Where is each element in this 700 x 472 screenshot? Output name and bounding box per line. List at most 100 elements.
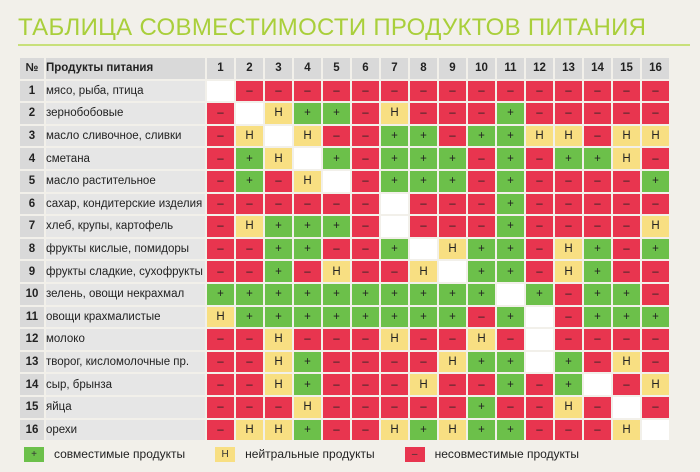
compatibility-cell: – (526, 170, 553, 192)
compatibility-cell: – (642, 329, 669, 350)
compatibility-cell: – (236, 193, 263, 215)
column-header: 7 (381, 58, 408, 79)
column-header: 4 (294, 58, 321, 79)
product-name: зелень, овощи некрахмал (46, 283, 205, 305)
compatibility-cell: – (497, 329, 524, 350)
compatibility-cell: – (410, 216, 437, 237)
compatibility-cell: – (352, 374, 379, 395)
compatibility-cell: – (642, 351, 669, 373)
compatibility-cell: – (381, 351, 408, 373)
compatibility-cell: Н (236, 216, 263, 237)
compatibility-cell: – (207, 351, 234, 373)
compatibility-cell: – (613, 216, 640, 237)
compatibility-cell: – (381, 374, 408, 395)
compatibility-cell (381, 193, 408, 215)
compatibility-cell: – (352, 148, 379, 169)
compatibility-cell: – (526, 80, 553, 102)
compatibility-cell: – (468, 374, 495, 395)
title-divider (18, 44, 690, 46)
compatibility-cell: + (381, 283, 408, 305)
compatibility-cell: – (613, 170, 640, 192)
compatibility-cell: + (236, 148, 263, 169)
compatibility-cell: – (526, 103, 553, 124)
product-name: масло растительное (46, 170, 205, 192)
compatibility-cell (207, 80, 234, 102)
row-number: 8 (20, 238, 44, 260)
compatibility-cell: – (410, 103, 437, 124)
compatibility-cell: – (410, 329, 437, 350)
compatibility-cell: + (410, 419, 437, 441)
compatibility-cell: + (584, 148, 611, 169)
compatibility-cell: Н (236, 419, 263, 441)
page-title: ТАБЛИЦА СОВМЕСТИМОСТИ ПРОДУКТОВ ПИТАНИЯ (18, 14, 647, 41)
compatibility-cell: + (555, 374, 582, 395)
compatibility-cell (526, 329, 553, 350)
compatibility-cell: – (207, 396, 234, 418)
compatibility-cell: – (584, 419, 611, 441)
compatibility-cell: – (497, 80, 524, 102)
compatibility-cell: + (613, 283, 640, 305)
compatibility-cell: – (381, 80, 408, 102)
table-row: 1 мясо, рыба, птица – – – – – – – – – – – – – – – (20, 80, 669, 102)
compatibility-cell: – (468, 148, 495, 169)
compatibility-cell: – (352, 170, 379, 192)
compatibility-cell: – (439, 103, 466, 124)
compatibility-cell: – (439, 374, 466, 395)
compatibility-cell: – (352, 125, 379, 147)
column-header: 2 (236, 58, 263, 79)
column-header: 10 (468, 58, 495, 79)
compatibility-cell: + (265, 283, 292, 305)
compatibility-cell: + (439, 283, 466, 305)
compatibility-cell: – (323, 193, 350, 215)
compatibility-cell: – (352, 216, 379, 237)
compatibility-cell: – (207, 419, 234, 441)
compatibility-cell: Н (555, 125, 582, 147)
compatibility-cell: + (381, 125, 408, 147)
compatibility-cell: – (352, 103, 379, 124)
compatibility-cell: – (613, 238, 640, 260)
compatibility-cell: – (439, 329, 466, 350)
product-name: орехи (46, 419, 205, 441)
table-row: 8 фрукты кислые, помидоры – – + + – – + Н + + – Н + – + (20, 238, 669, 260)
compatibility-cell: – (207, 125, 234, 147)
compatibility-cell: + (613, 306, 640, 328)
compatibility-cell: Н (439, 419, 466, 441)
compatibility-cell: + (468, 125, 495, 147)
row-number: 11 (20, 306, 44, 328)
compatibility-cell: Н (613, 125, 640, 147)
product-name: мясо, рыба, птица (46, 80, 205, 102)
product-name: масло сливочное, сливки (46, 125, 205, 147)
compatibility-cell: – (352, 329, 379, 350)
compatibility-table: № Продукты питания 1 2 3 4 5 6 7 8 9 10 11 12 13 14 15… (18, 56, 671, 442)
compatibility-cell: – (294, 261, 321, 282)
compatibility-cell: – (381, 261, 408, 282)
compatibility-cell: – (526, 374, 553, 395)
compatibility-cell: – (410, 193, 437, 215)
compatibility-cell: – (236, 238, 263, 260)
compatibility-cell: + (439, 170, 466, 192)
compatibility-cell: + (294, 103, 321, 124)
compatibility-cell: + (381, 170, 408, 192)
legend-incompatible-swatch: – (404, 446, 425, 462)
legend: + совместимые продукты Н нейтральные про… (24, 444, 609, 464)
compatibility-cell: + (584, 283, 611, 305)
legend-incompatible: – несовместимые продукты (404, 446, 579, 462)
column-header: 1 (207, 58, 234, 79)
compatibility-cell: – (468, 306, 495, 328)
product-name: зернобобовые (46, 103, 205, 124)
compatibility-cell: – (265, 170, 292, 192)
table-row: 3 масло сливочное, сливки – Н Н – – + + – + + Н Н – Н Н (20, 125, 669, 147)
compatibility-cell: – (323, 329, 350, 350)
product-name: овощи крахмалистые (46, 306, 205, 328)
compatibility-cell: + (410, 125, 437, 147)
compatibility-cell: – (236, 261, 263, 282)
column-header: 11 (497, 58, 524, 79)
compatibility-cell: Н (439, 351, 466, 373)
table-row: 11 овощи крахмалистые Н + + + + + + + + – + – + + + (20, 306, 669, 328)
compatibility-cell: + (352, 306, 379, 328)
compatibility-cell: Н (236, 125, 263, 147)
compatibility-cell: + (468, 396, 495, 418)
compatibility-cell: Н (294, 125, 321, 147)
compatibility-cell: – (613, 261, 640, 282)
compatibility-cell: – (468, 170, 495, 192)
